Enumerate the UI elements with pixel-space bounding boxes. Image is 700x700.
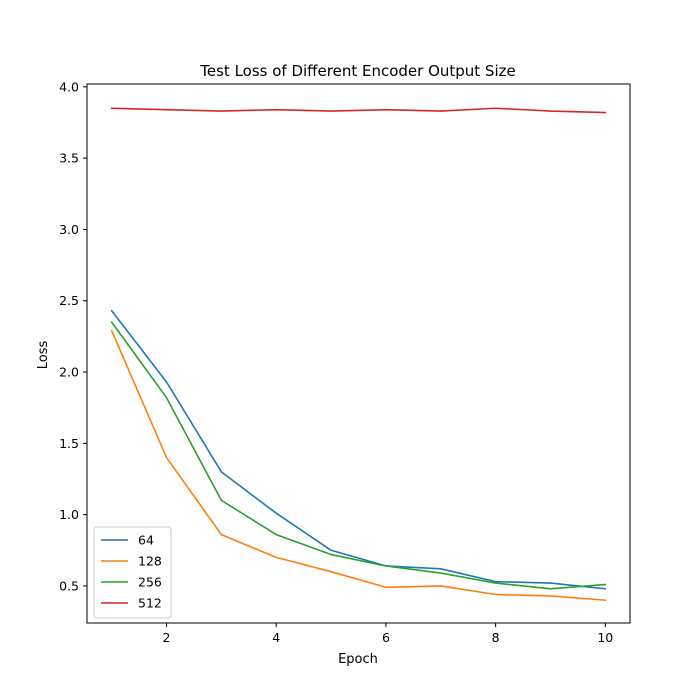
plot-area bbox=[86, 83, 631, 624]
legend-label-512: 512 bbox=[138, 596, 162, 611]
legend-label-128: 128 bbox=[138, 554, 162, 569]
series-line-64 bbox=[110, 309, 607, 590]
x-tick-label: 4 bbox=[272, 630, 280, 645]
series-line-128 bbox=[110, 329, 607, 602]
plot-background bbox=[87, 84, 630, 623]
x-axis: 2 4 6 8 10 bbox=[163, 623, 613, 645]
y-tick-label: 2.5 bbox=[59, 293, 79, 308]
y-tick-label: 1.5 bbox=[59, 436, 79, 451]
x-tick-label: 8 bbox=[492, 630, 500, 645]
plot-frame bbox=[86, 83, 631, 624]
legend: 64 128 256 512 bbox=[93, 526, 172, 619]
legend-box bbox=[93, 526, 172, 619]
series-layer bbox=[110, 107, 607, 602]
legend-label-64: 64 bbox=[138, 533, 154, 548]
y-axis-label: Loss bbox=[36, 341, 51, 370]
y-axis: 0.5 1.0 1.5 2.0 2.5 3.0 3.5 4.0 bbox=[59, 79, 87, 593]
legend-label-256: 256 bbox=[138, 575, 162, 590]
y-tick-label: 3.0 bbox=[59, 222, 79, 237]
x-axis-label: Epoch bbox=[338, 652, 378, 667]
y-tick-label: 3.5 bbox=[59, 151, 79, 166]
y-tick-label: 2.0 bbox=[59, 365, 79, 380]
y-tick-label: 1.0 bbox=[59, 507, 79, 522]
y-tick-label: 0.5 bbox=[59, 578, 79, 593]
chart-title: Test Loss of Different Encoder Output Si… bbox=[199, 62, 515, 80]
y-tick-label: 4.0 bbox=[59, 79, 79, 94]
series-line-512 bbox=[110, 107, 607, 114]
x-tick-label: 2 bbox=[163, 630, 171, 645]
series-line-256 bbox=[110, 321, 607, 590]
x-tick-label: 10 bbox=[597, 630, 613, 645]
x-tick-label: 6 bbox=[382, 630, 390, 645]
